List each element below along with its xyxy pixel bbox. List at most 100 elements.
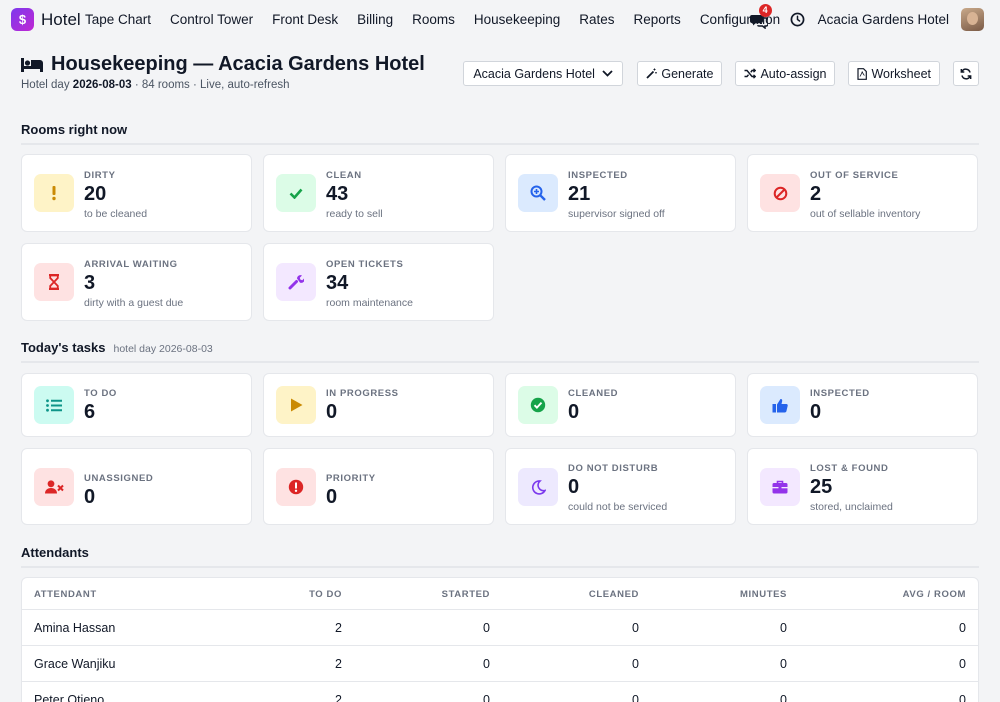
nav-item-front-desk[interactable]: Front Desk bbox=[272, 12, 339, 27]
task-stat-cleaned[interactable]: CLEANED 0 bbox=[505, 373, 736, 437]
rooms-section-title: Rooms right now bbox=[21, 122, 128, 137]
avg-room-value: 0 bbox=[959, 693, 966, 702]
card-value: 0 bbox=[568, 476, 580, 498]
card-value: 0 bbox=[568, 401, 580, 423]
auto-assign-button[interactable]: Auto-assign bbox=[735, 61, 836, 86]
page-subtitle: Hotel day 2026-08-03 · 84 rooms · Live, … bbox=[21, 79, 425, 91]
card-desc: stored, unclaimed bbox=[810, 501, 893, 513]
nav-item-reports[interactable]: Reports bbox=[633, 12, 681, 27]
chat-icon bbox=[749, 14, 768, 29]
magic-wand-icon bbox=[646, 68, 658, 79]
card-value: 21 bbox=[568, 183, 591, 205]
messages-button[interactable]: 4 bbox=[749, 3, 772, 30]
hourglass-icon bbox=[34, 263, 74, 301]
col-minutes[interactable]: MINUTES bbox=[740, 589, 787, 600]
nav-item-billing[interactable]: Billing bbox=[357, 12, 394, 27]
attendants-section-divider bbox=[21, 566, 979, 568]
refresh-button[interactable] bbox=[953, 61, 979, 86]
card-value: 43 bbox=[326, 183, 349, 205]
nav-item-control-tower[interactable]: Control Tower bbox=[170, 12, 254, 27]
col-avg-room[interactable]: AVG / ROOM bbox=[902, 589, 966, 600]
briefcase-icon bbox=[760, 468, 800, 506]
card-value: 25 bbox=[810, 476, 833, 498]
clock-icon[interactable] bbox=[790, 12, 805, 27]
task-stat-in-progress[interactable]: IN PROGRESS 0 bbox=[263, 373, 494, 437]
room-stat-dirty[interactable]: DIRTY 20 to be cleaned bbox=[21, 154, 252, 232]
page-header: Housekeeping — Acacia Gardens Hotel Hote… bbox=[21, 53, 425, 91]
brand[interactable]: $ Hotel bbox=[11, 8, 81, 31]
card-label: OUT OF SERVICE bbox=[810, 170, 899, 181]
magnify-icon bbox=[518, 174, 558, 212]
minutes-value: 0 bbox=[780, 657, 787, 671]
room-stat-arrival-waiting[interactable]: ARRIVAL WAITING 3 dirty with a guest due bbox=[21, 243, 252, 321]
card-label: IN PROGRESS bbox=[326, 388, 399, 399]
card-desc: supervisor signed off bbox=[568, 208, 665, 220]
current-hotel-name[interactable]: Acacia Gardens Hotel bbox=[817, 12, 949, 27]
tasks-title-text: Today's tasks bbox=[21, 340, 106, 355]
exclamation-icon bbox=[34, 174, 74, 212]
nav-item-rooms[interactable]: Rooms bbox=[412, 12, 455, 27]
card-label: INSPECTED bbox=[568, 170, 628, 181]
card-label: CLEAN bbox=[326, 170, 362, 181]
task-stat-do-not-disturb[interactable]: DO NOT DISTURB 0 could not be serviced bbox=[505, 448, 736, 525]
alert-circle-icon bbox=[276, 468, 316, 506]
page-subtitle-info: · 84 rooms · Live, auto-refresh bbox=[134, 79, 290, 91]
worksheet-label: Worksheet bbox=[871, 66, 931, 81]
nav-item-rates[interactable]: Rates bbox=[579, 12, 615, 27]
generate-button[interactable]: Generate bbox=[637, 61, 723, 86]
nav-item-housekeeping[interactable]: Housekeeping bbox=[473, 12, 561, 27]
room-stat-inspected[interactable]: INSPECTED 21 supervisor signed off bbox=[505, 154, 736, 232]
card-desc: room maintenance bbox=[326, 297, 413, 309]
header-actions: Acacia Gardens Hotel Generate Auto-assig… bbox=[463, 61, 979, 86]
rooms-section-divider bbox=[21, 143, 979, 145]
nav-item-tape-chart[interactable]: Tape Chart bbox=[85, 12, 152, 27]
task-stat-unassigned[interactable]: UNASSIGNED 0 bbox=[21, 448, 252, 525]
room-stat-open-tickets[interactable]: OPEN TICKETS 34 room maintenance bbox=[263, 243, 494, 321]
task-stat-priority[interactable]: PRIORITY 0 bbox=[263, 448, 494, 525]
hotel-select[interactable]: Acacia Gardens Hotel bbox=[463, 61, 624, 86]
card-label: OPEN TICKETS bbox=[326, 259, 404, 270]
avg-room-value: 0 bbox=[959, 621, 966, 635]
card-value: 20 bbox=[84, 183, 107, 205]
card-label: DO NOT DISTURB bbox=[568, 463, 659, 474]
card-value: 0 bbox=[326, 486, 338, 508]
task-stat-lost-and-found[interactable]: LOST & FOUND 25 stored, unclaimed bbox=[747, 448, 978, 525]
tasks-section-title: Today's tasks hotel day 2026-08-03 bbox=[21, 340, 213, 355]
cleaned-count: 0 bbox=[632, 657, 639, 671]
attendant-name: Peter Otieno bbox=[34, 693, 105, 702]
room-stat-clean[interactable]: CLEAN 43 ready to sell bbox=[263, 154, 494, 232]
card-value: 2 bbox=[810, 183, 822, 205]
attendants-section-title: Attendants bbox=[21, 545, 89, 560]
user-x-icon bbox=[34, 468, 74, 506]
table-row[interactable]: Grace Wanjiku 2 0 0 0 0 bbox=[22, 646, 978, 682]
auto-assign-label: Auto-assign bbox=[760, 66, 827, 81]
task-stat-to-do[interactable]: TO DO 6 bbox=[21, 373, 252, 437]
hotel-select-value: Acacia Gardens Hotel bbox=[473, 66, 595, 81]
tasks-section-divider bbox=[21, 361, 979, 363]
thumbs-up-icon bbox=[760, 386, 800, 424]
col-started[interactable]: STARTED bbox=[441, 589, 490, 600]
room-stat-out-of-service[interactable]: OUT OF SERVICE 2 out of sellable invento… bbox=[747, 154, 978, 232]
task-stat-inspected[interactable]: INSPECTED 0 bbox=[747, 373, 978, 437]
table-row[interactable]: Peter Otieno 2 0 0 0 0 bbox=[22, 682, 978, 702]
card-value: 34 bbox=[326, 272, 349, 294]
card-label: DIRTY bbox=[84, 170, 116, 181]
check-circle-icon bbox=[518, 386, 558, 424]
to-do-count: 2 bbox=[335, 693, 342, 702]
card-value: 6 bbox=[84, 401, 96, 423]
col-to-do[interactable]: TO DO bbox=[309, 589, 342, 600]
started-count: 0 bbox=[483, 693, 490, 702]
avatar[interactable] bbox=[961, 8, 984, 31]
col-attendant[interactable]: ATTENDANT bbox=[34, 589, 97, 600]
to-do-count: 2 bbox=[335, 657, 342, 671]
col-cleaned[interactable]: CLEANED bbox=[588, 589, 639, 600]
play-icon bbox=[276, 386, 316, 424]
started-count: 0 bbox=[483, 621, 490, 635]
check-icon bbox=[276, 174, 316, 212]
notification-badge: 4 bbox=[758, 3, 772, 17]
worksheet-button[interactable]: Worksheet bbox=[848, 61, 940, 86]
table-row[interactable]: Amina Hassan 2 0 0 0 0 bbox=[22, 610, 978, 646]
card-desc: out of sellable inventory bbox=[810, 208, 921, 220]
nav-menu: Tape Chart Control Tower Front Desk Bill… bbox=[85, 12, 799, 27]
card-value: 0 bbox=[84, 486, 96, 508]
